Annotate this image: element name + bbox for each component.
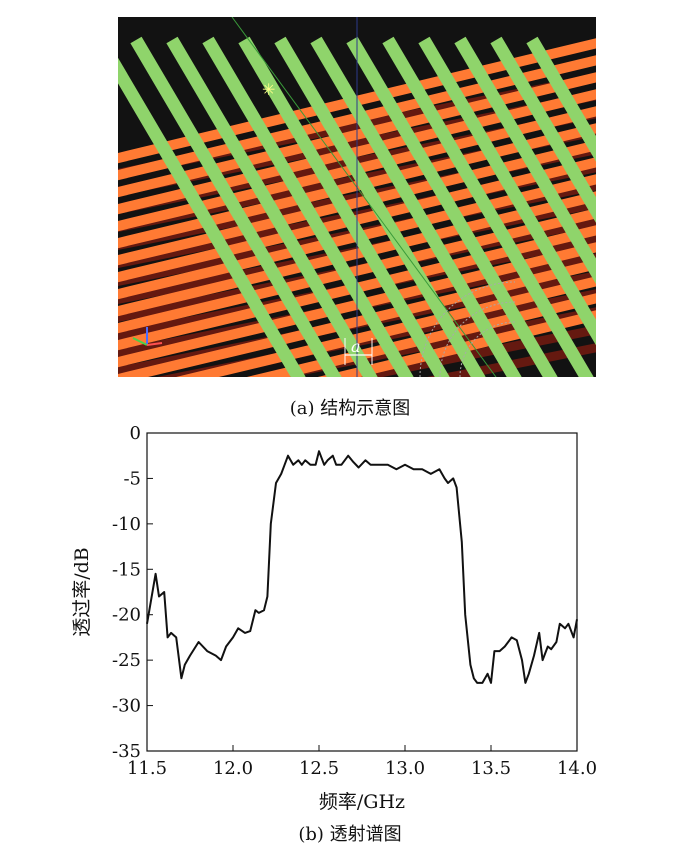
orange-rod: [118, 157, 596, 283]
plot-frame: [146, 432, 578, 752]
x-axis-label: 频率/GHz: [319, 791, 405, 813]
green-rod: [310, 36, 522, 377]
y-axis-ticks: 0 -5 -10 -15 -20 -25 -30 -35: [112, 423, 153, 762]
green-rod: [346, 36, 558, 377]
y-axis-label: 透过率/dB: [71, 547, 93, 637]
dark-rod: [427, 343, 596, 377]
green-rod: [118, 57, 306, 377]
green-rod: [418, 36, 596, 346]
x-tick-label: 13.0: [385, 758, 425, 779]
orange-rod: [176, 276, 596, 377]
viewport-overlays: ✳: [132, 17, 516, 377]
y-tick-label: -35: [112, 741, 141, 762]
green-rod: [166, 36, 378, 377]
green-rod: [202, 36, 414, 377]
dimension-label-a: a: [351, 337, 361, 356]
y-tick-label: -20: [112, 605, 141, 626]
y-tick-label: -10: [112, 514, 141, 535]
x-tick-label: 12.5: [299, 758, 339, 779]
caption-b: (b) 透射谱图: [298, 824, 402, 845]
structure-rendering: ✳ a: [118, 17, 596, 377]
green-rod: [382, 36, 594, 377]
x-tick-label: 11.5: [127, 758, 167, 779]
axis-triad-icon: [132, 327, 163, 346]
green-rod: [274, 36, 486, 377]
y-tick-label: -5: [123, 468, 141, 489]
x-tick-label: 14.0: [557, 758, 597, 779]
svg-text:✳: ✳: [262, 80, 275, 99]
caption-a: (a) 结构示意图: [289, 398, 411, 419]
green-rod: [454, 36, 596, 285]
y-tick-label: -25: [112, 650, 141, 671]
x-tick-label: 12.0: [213, 758, 253, 779]
y-tick-label: -30: [112, 696, 141, 717]
x-tick-label: 13.5: [471, 758, 511, 779]
orange-rod: [118, 208, 596, 334]
rod-lattice: [118, 36, 596, 377]
green-rod: [526, 36, 596, 162]
series-line: [146, 450, 578, 684]
y-tick-label: 0: [130, 423, 141, 444]
green-rod: [490, 36, 596, 223]
y-tick-label: -15: [112, 559, 141, 580]
green-rod: [130, 36, 342, 377]
x-axis-ticks: 11.5 12.0 12.5 13.0 13.5 14.0: [127, 745, 597, 779]
transmission-chart: 0 -5 -10 -15 -20 -25 -30 -35 11.5 12.0 12.5 13.0 13…: [71, 423, 597, 813]
green-rod: [238, 36, 450, 377]
